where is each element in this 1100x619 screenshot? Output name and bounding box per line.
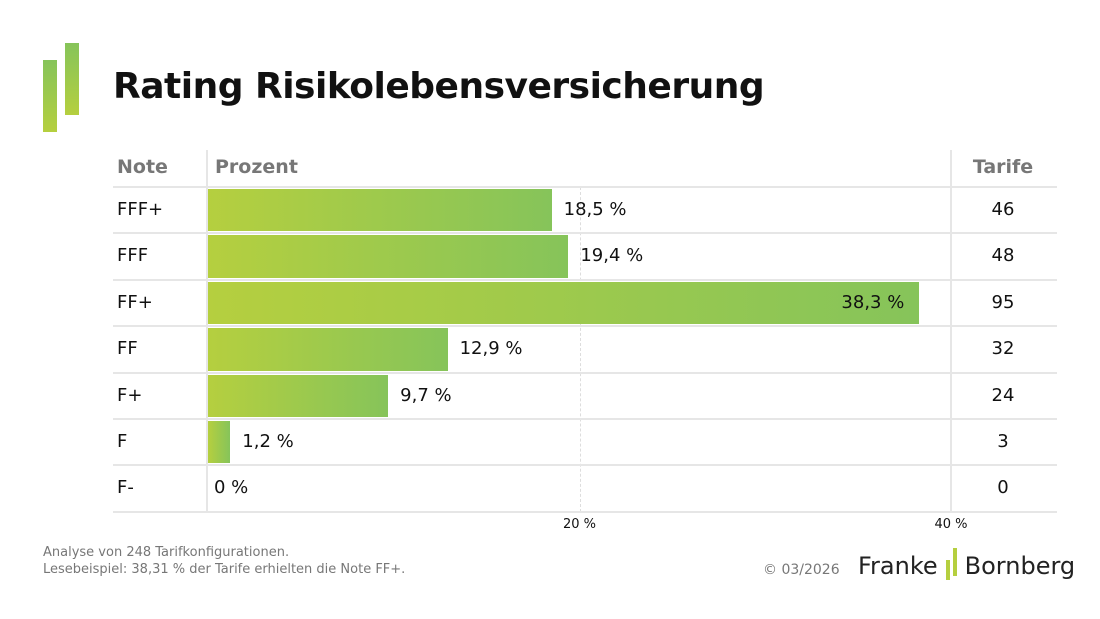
value-label: 19,4 % <box>580 245 644 267</box>
row-divider <box>113 278 1057 281</box>
axis-line-40 <box>950 150 952 512</box>
tarife-value: 24 <box>991 384 1015 406</box>
gridline-20 <box>579 187 581 512</box>
value-label: 12,9 % <box>459 338 523 360</box>
tarife-value: 3 <box>997 431 1009 452</box>
category-label: F- <box>117 477 134 499</box>
tarife-value: 46 <box>991 199 1015 220</box>
value-label: 9,7 % <box>400 384 452 406</box>
row-divider <box>113 418 1057 420</box>
value-label: 38,3 % <box>841 291 905 313</box>
category-label: FFF <box>117 245 149 267</box>
separator-note <box>206 150 208 512</box>
footer-example: Lesebeispiel: 38,31 % der Tarife erhielt… <box>43 562 406 577</box>
x-tick-label: 40 % <box>934 517 968 532</box>
brand-logo: Franke Bornberg <box>858 548 1076 580</box>
copyright: © 03/2026 <box>763 562 840 578</box>
row-divider <box>113 186 1057 188</box>
row-divider <box>113 464 1057 467</box>
bar <box>208 189 552 232</box>
page-title: Rating Risikolebensversicherung <box>113 66 765 107</box>
tarife-value: 0 <box>997 477 1009 499</box>
header-percent: Prozent <box>215 156 298 178</box>
value-label: 0 % <box>214 477 249 499</box>
logo-bar-short <box>43 60 57 132</box>
value-label: 1,2 % <box>242 431 294 452</box>
brand-right: Bornberg <box>964 552 1076 580</box>
brand-mark-icon <box>945 548 957 580</box>
header-note: Note <box>117 156 168 178</box>
brand-left: Franke <box>858 552 938 580</box>
header-tarife: Tarife <box>972 156 1034 178</box>
bar <box>208 235 569 278</box>
logo-bar-tall <box>65 43 79 115</box>
row-divider <box>113 232 1057 235</box>
tarife-value: 32 <box>991 338 1015 360</box>
value-label: 18,5 % <box>563 199 627 220</box>
footer-analysis: Analyse von 248 Tarifkonfigurationen. <box>43 545 290 560</box>
tarife-value: 95 <box>991 291 1015 313</box>
row-divider <box>113 325 1057 328</box>
category-label: F <box>117 431 128 452</box>
category-label: FF+ <box>117 291 153 313</box>
bar <box>208 281 920 325</box>
bar <box>208 328 448 371</box>
x-tick-label: 20 % <box>562 517 597 532</box>
bar <box>208 374 389 417</box>
category-label: FFF+ <box>117 199 164 220</box>
row-divider <box>113 371 1057 374</box>
row-divider <box>113 510 1057 513</box>
tarife-value: 48 <box>991 245 1015 267</box>
category-label: F+ <box>117 384 143 406</box>
category-label: FF <box>117 338 138 360</box>
bar <box>208 421 231 464</box>
